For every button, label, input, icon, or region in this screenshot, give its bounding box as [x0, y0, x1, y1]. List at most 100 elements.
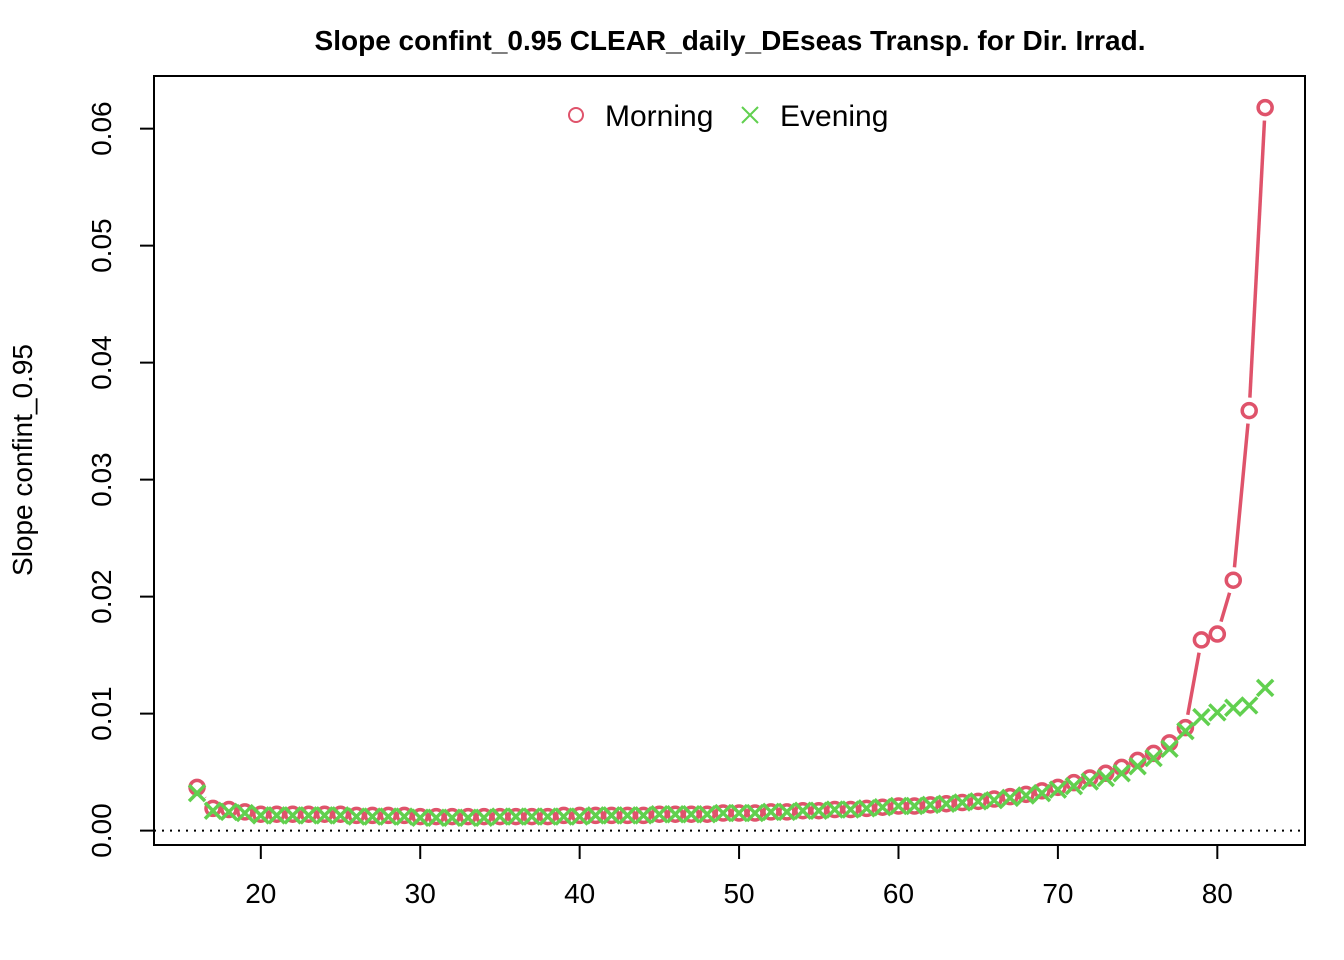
- morning-point: [857, 799, 876, 818]
- evening-point: [251, 806, 271, 825]
- morning-point: [905, 797, 924, 815]
- evening-point: [697, 804, 717, 824]
- morning-point: [778, 803, 796, 821]
- morning-point: [602, 806, 621, 825]
- evening-point: [650, 804, 669, 824]
- y-tick-label: 0.06: [86, 101, 117, 156]
- evening-point: [1255, 678, 1275, 698]
- morning-point: [252, 805, 270, 823]
- evening-point: [1112, 764, 1131, 783]
- morning-point: [268, 805, 286, 823]
- morning-point: [1176, 718, 1195, 737]
- morning-point: [666, 805, 685, 823]
- morning-point: [714, 804, 732, 822]
- morning-point: [459, 807, 477, 826]
- morning-line-segment: [1248, 120, 1267, 398]
- evening-point: [793, 801, 813, 820]
- evening-point: [905, 796, 924, 816]
- morning-point: [698, 805, 716, 823]
- morning-point: [475, 807, 493, 826]
- evening-point: [379, 807, 398, 826]
- evening-point: [187, 783, 207, 803]
- morning-point: [794, 801, 812, 820]
- y-tick-label: 0.04: [86, 335, 117, 390]
- morning-point: [810, 801, 828, 820]
- evening-point: [458, 808, 478, 827]
- evening-point: [1176, 721, 1195, 741]
- evening-point: [363, 807, 382, 826]
- morning-point: [204, 799, 222, 818]
- morning-point: [570, 806, 589, 825]
- morning-point: [1081, 769, 1099, 787]
- evening-point: [745, 803, 765, 823]
- evening-point: [395, 807, 414, 826]
- evening-point: [570, 807, 589, 826]
- morning-point: [586, 806, 605, 825]
- evening-point: [235, 803, 255, 823]
- morning-point: [1240, 401, 1258, 420]
- morning-point: [491, 807, 509, 826]
- evening-point: [1096, 768, 1115, 788]
- y-axis-label: Slope confint_0.95: [7, 344, 38, 576]
- evening-point: [1032, 783, 1052, 803]
- morning-point: [889, 797, 908, 815]
- morning-point: [395, 806, 414, 825]
- evening-point: [267, 806, 286, 825]
- morning-point: [1033, 782, 1051, 800]
- morning-point: [746, 804, 764, 822]
- morning-point: [650, 805, 669, 823]
- morning-point: [283, 805, 302, 823]
- evening-point: [953, 793, 972, 812]
- evening-point: [682, 804, 701, 824]
- evening-point: [1016, 786, 1036, 805]
- y-tick-label: 0.05: [86, 218, 117, 273]
- morning-point: [507, 807, 525, 826]
- evening-point: [554, 807, 573, 826]
- x-tick-label: 20: [245, 878, 276, 909]
- morning-point: [220, 800, 238, 819]
- x-tick-label: 60: [883, 878, 914, 909]
- y-axis: 0.00 0.01 0.02 0.03 0.04 0.05 0.06: [86, 101, 155, 858]
- evening-point: [1048, 780, 1068, 799]
- morning-point: [299, 805, 318, 823]
- morning-point: [953, 793, 972, 812]
- morning-point: [554, 806, 573, 825]
- evening-point: [1224, 698, 1243, 718]
- evening-point: [809, 801, 829, 820]
- evening-point: [506, 807, 526, 826]
- evening-point: [347, 807, 366, 826]
- evening-point: [921, 795, 940, 815]
- evening-point: [219, 802, 239, 822]
- x-tick-label: 70: [1042, 878, 1073, 909]
- evening-point: [889, 796, 908, 816]
- morning-point: [411, 807, 429, 826]
- evening-point: [1160, 739, 1179, 758]
- morning-point: [762, 803, 780, 821]
- evening-point: [618, 806, 637, 825]
- evening-point: [538, 807, 558, 826]
- x-tick-label: 30: [405, 878, 436, 909]
- series-evening: [187, 678, 1275, 827]
- morning-point: [236, 803, 254, 821]
- evening-point: [1208, 703, 1227, 722]
- morning-point: [1256, 98, 1274, 117]
- morning-line-segment: [1232, 423, 1250, 568]
- evening-point: [602, 806, 621, 825]
- y-tick-label: 0.02: [86, 569, 117, 624]
- morning-point: [1017, 785, 1035, 804]
- morning-point: [539, 807, 557, 826]
- x-tick-label: 40: [564, 878, 595, 909]
- evening-point: [729, 803, 749, 823]
- legend: Morning Evening: [568, 100, 888, 133]
- evening-point: [968, 792, 988, 811]
- evening-point: [825, 800, 844, 819]
- morning-point: [1001, 787, 1019, 806]
- morning-point: [825, 800, 844, 819]
- evening-point: [761, 802, 781, 822]
- legend-morning-symbol: [568, 107, 584, 123]
- morning-point: [315, 805, 334, 823]
- evening-point: [586, 806, 605, 825]
- morning-point: [969, 792, 987, 811]
- evening-point: [984, 790, 1004, 810]
